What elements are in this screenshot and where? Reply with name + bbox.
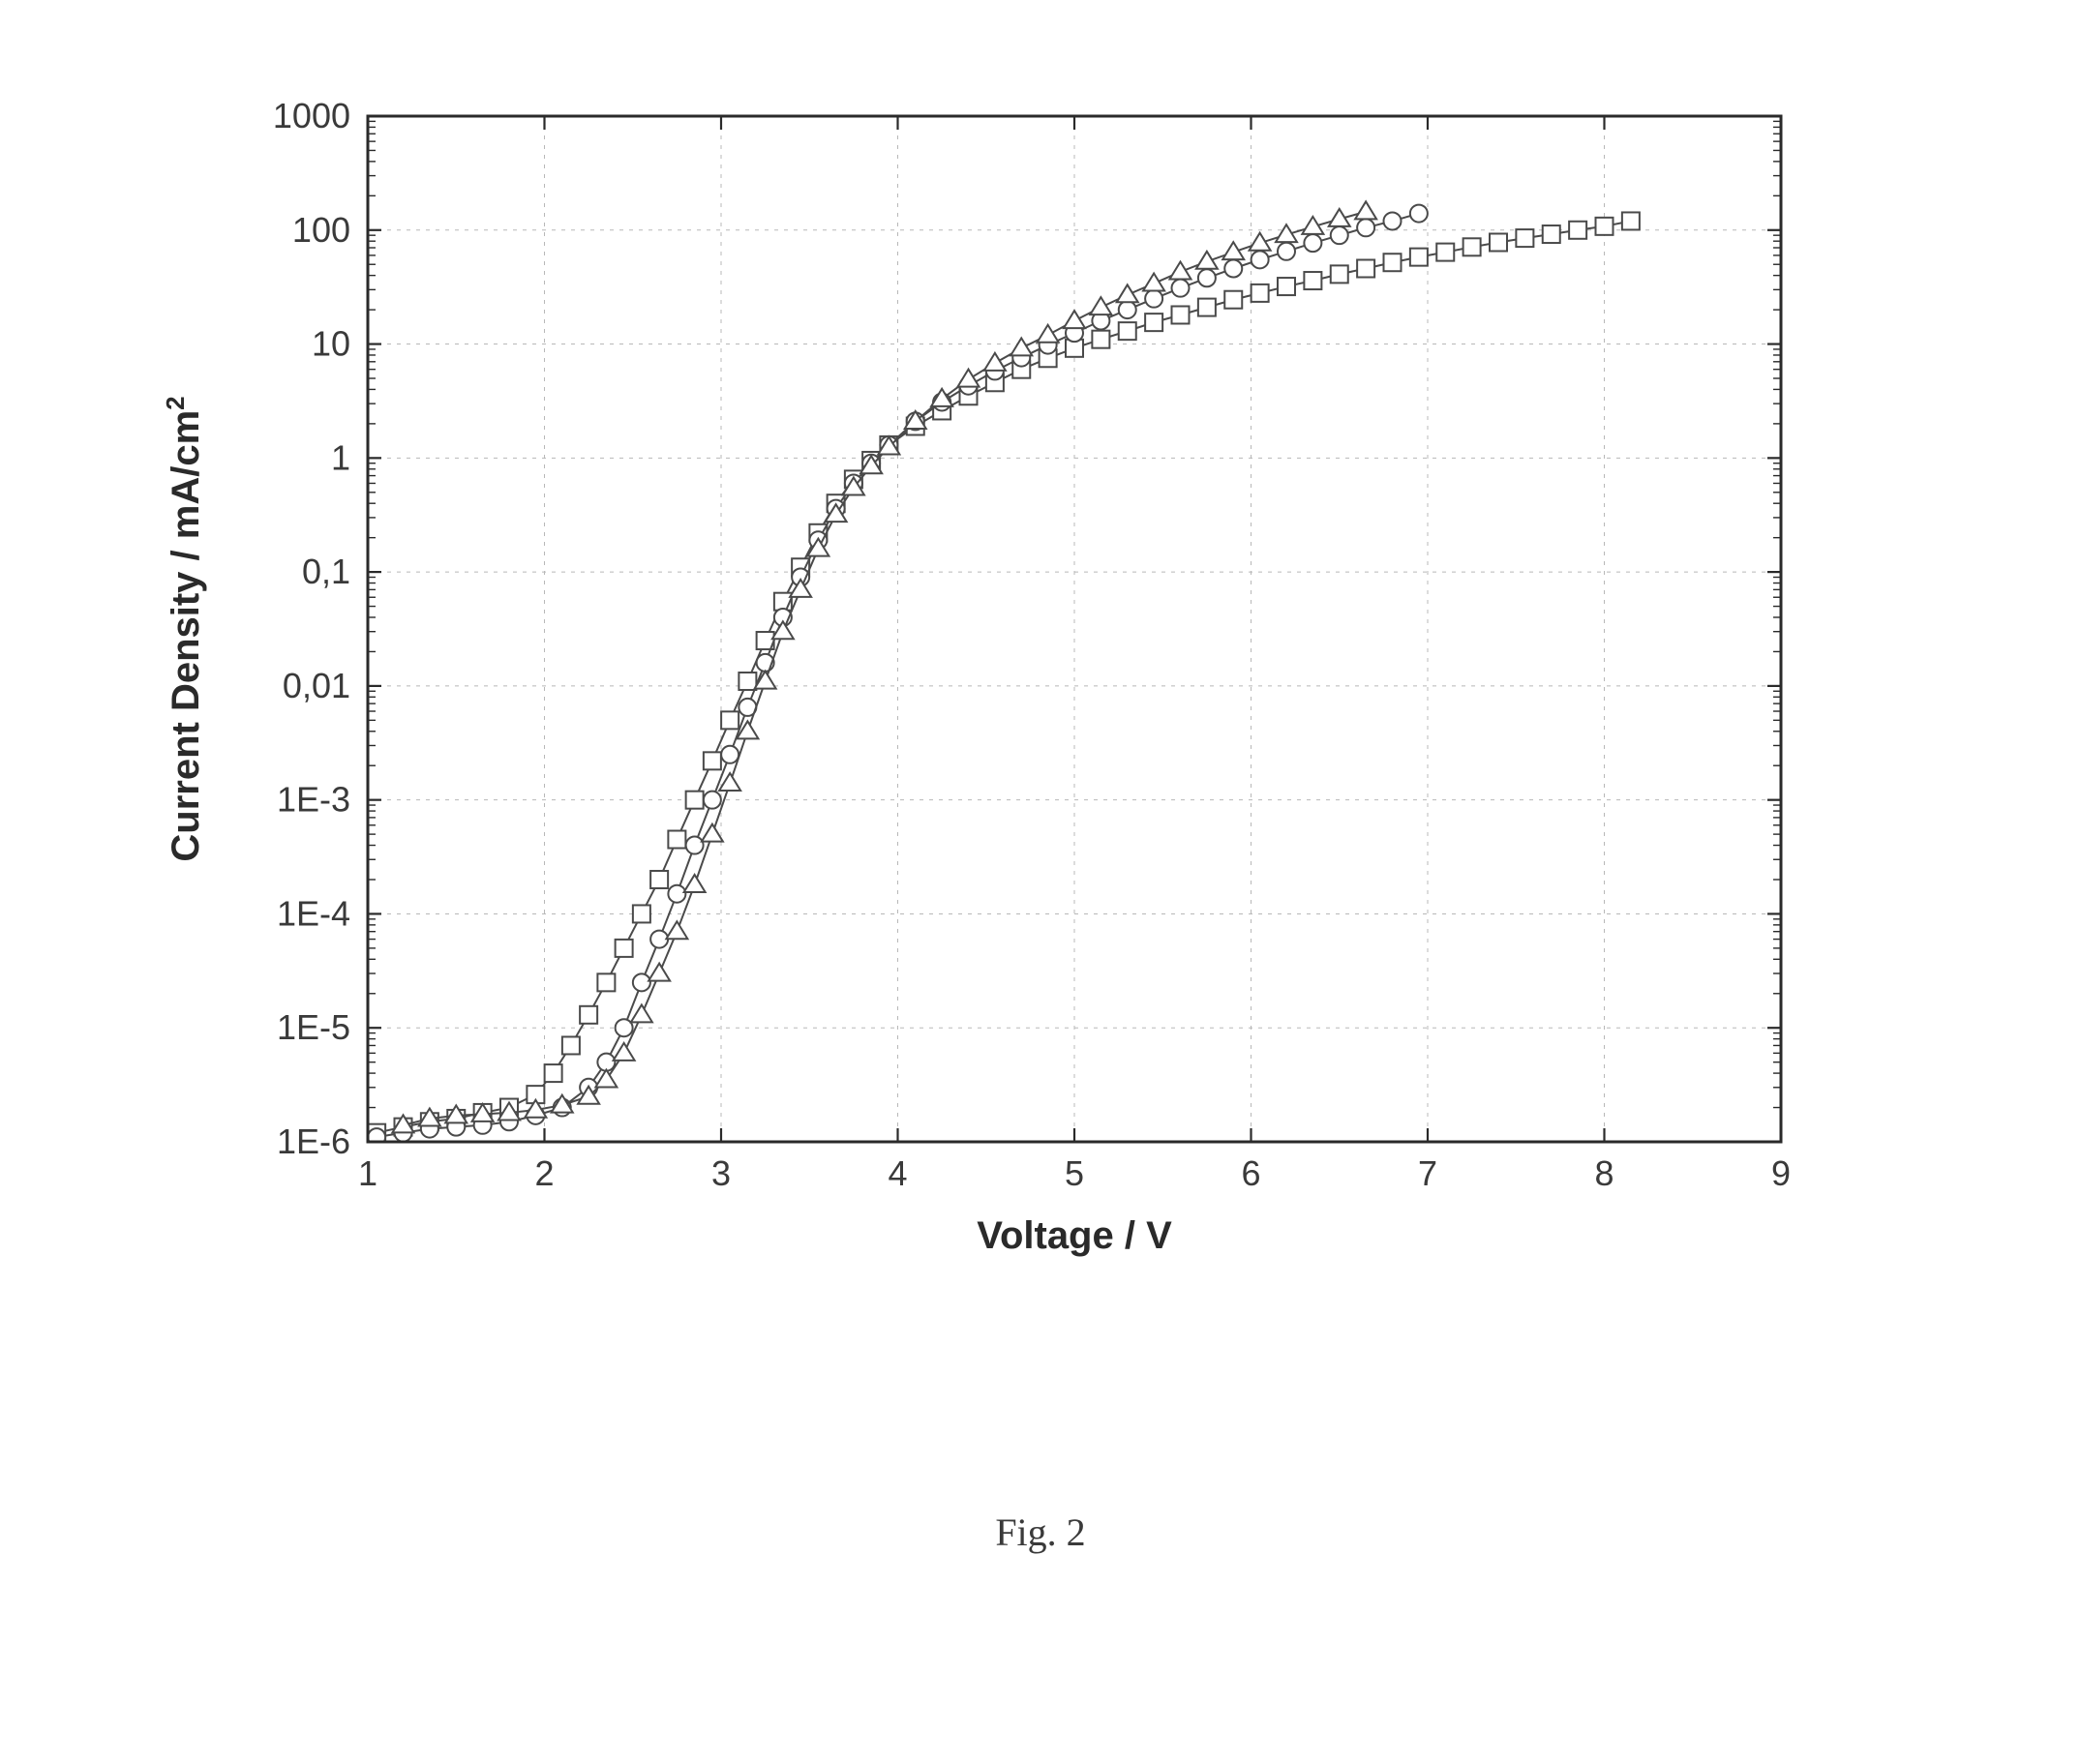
x-tick-label: 3 bbox=[711, 1153, 731, 1193]
y-tick-label: 100 bbox=[292, 210, 350, 250]
x-tick-label: 1 bbox=[358, 1153, 377, 1193]
series-square bbox=[368, 212, 1640, 1141]
x-axis-label: Voltage / V bbox=[977, 1214, 1172, 1257]
x-tick-label: 4 bbox=[888, 1153, 907, 1193]
x-tick-label: 7 bbox=[1418, 1153, 1437, 1193]
y-tick-label: 1E-4 bbox=[277, 893, 350, 933]
page: 1 2 3 4 5 6 7 8 9 1E-6 1E-5 1E-4 1E-3 0,01 0,1 1 10 100 10… bbox=[0, 0, 2081, 1764]
series-circle bbox=[368, 205, 1428, 1147]
y-tick-label: 0,01 bbox=[283, 666, 350, 705]
iv-chart: 1 2 3 4 5 6 7 8 9 1E-6 1E-5 1E-4 1E-3 0,01 0,1 1 10 100 10… bbox=[116, 77, 1907, 1335]
chart-container: 1 2 3 4 5 6 7 8 9 1E-6 1E-5 1E-4 1E-3 0,01 0,1 1 10 100 10… bbox=[116, 77, 1907, 1340]
x-tick-label: 2 bbox=[534, 1153, 554, 1193]
series-triangle bbox=[393, 201, 1377, 1132]
y-tick-label: 1E-5 bbox=[277, 1007, 350, 1047]
x-tick-label: 9 bbox=[1771, 1153, 1791, 1193]
x-tick-label: 8 bbox=[1594, 1153, 1614, 1193]
y-tick-label: 1E-6 bbox=[277, 1121, 350, 1161]
x-tick-label: 6 bbox=[1241, 1153, 1260, 1193]
y-tick-label: 1 bbox=[331, 437, 350, 477]
figure-caption: Fig. 2 bbox=[0, 1510, 2081, 1555]
y-tick-label: 10 bbox=[312, 324, 350, 364]
y-axis-label: Current Density / mA/cm2 bbox=[161, 396, 207, 861]
y-tick-label: 1E-3 bbox=[277, 780, 350, 820]
y-tick-label: 1000 bbox=[273, 96, 350, 135]
x-tick-label: 5 bbox=[1065, 1153, 1084, 1193]
y-tick-label: 0,1 bbox=[302, 552, 350, 591]
